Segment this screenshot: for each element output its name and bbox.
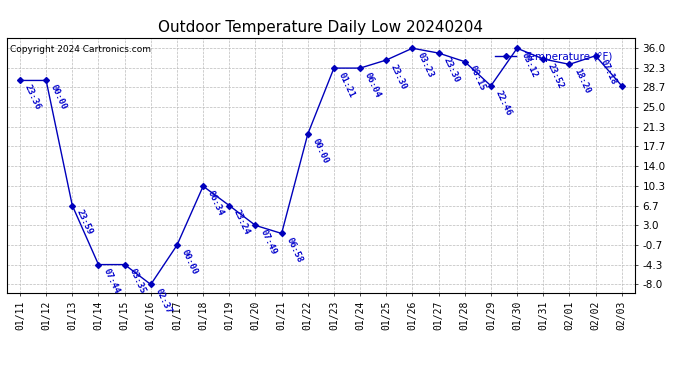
Temperature (°F) xyxy=(461,59,469,64)
Temperature (°F) xyxy=(618,84,626,88)
Text: 23:52: 23:52 xyxy=(546,62,566,90)
Text: 08:15: 08:15 xyxy=(468,64,487,93)
Text: 03:12: 03:12 xyxy=(520,51,540,79)
Temperature (°F) xyxy=(277,231,286,236)
Text: 00:00: 00:00 xyxy=(49,83,68,111)
Text: 23:59: 23:59 xyxy=(75,208,95,237)
Temperature (°F) xyxy=(16,78,24,83)
Temperature (°F) xyxy=(172,243,181,248)
Temperature (°F) xyxy=(382,58,391,62)
Legend: Temperature (°F): Temperature (°F) xyxy=(491,48,617,66)
Temperature (°F) xyxy=(513,46,521,51)
Temperature (°F) xyxy=(225,203,233,208)
Temperature (°F) xyxy=(304,132,312,136)
Temperature (°F) xyxy=(147,282,155,287)
Temperature (°F) xyxy=(251,223,259,228)
Temperature (°F) xyxy=(330,66,338,70)
Temperature (°F) xyxy=(68,203,77,208)
Text: 22:46: 22:46 xyxy=(493,88,513,117)
Text: 03:35: 03:35 xyxy=(128,267,147,296)
Title: Outdoor Temperature Daily Low 20240204: Outdoor Temperature Daily Low 20240204 xyxy=(158,20,484,35)
Text: 01:21: 01:21 xyxy=(337,71,356,99)
Line: Temperature (°F): Temperature (°F) xyxy=(18,46,624,286)
Temperature (°F) xyxy=(486,84,495,88)
Temperature (°F) xyxy=(199,184,207,189)
Text: 07:49: 07:49 xyxy=(258,228,278,256)
Temperature (°F) xyxy=(95,262,103,267)
Temperature (°F) xyxy=(408,46,417,51)
Text: 07:44: 07:44 xyxy=(101,267,121,296)
Text: 03:23: 03:23 xyxy=(415,51,435,79)
Text: 23:30: 23:30 xyxy=(442,56,461,84)
Text: 02:37: 02:37 xyxy=(154,287,173,315)
Temperature (°F) xyxy=(539,57,547,61)
Text: 23:36: 23:36 xyxy=(23,83,42,111)
Text: 06:04: 06:04 xyxy=(363,71,382,99)
Temperature (°F) xyxy=(591,54,600,58)
Text: 06:34: 06:34 xyxy=(206,189,226,217)
Temperature (°F) xyxy=(565,62,573,67)
Text: 23:30: 23:30 xyxy=(389,63,408,91)
Text: Copyright 2024 Cartronics.com: Copyright 2024 Cartronics.com xyxy=(10,45,151,54)
Text: 06:58: 06:58 xyxy=(284,236,304,264)
Temperature (°F) xyxy=(435,51,443,56)
Temperature (°F) xyxy=(42,78,50,83)
Text: 00:00: 00:00 xyxy=(179,248,199,276)
Text: 23:24: 23:24 xyxy=(232,208,252,237)
Temperature (°F) xyxy=(121,262,129,267)
Text: 00:00: 00:00 xyxy=(310,137,330,165)
Temperature (°F) xyxy=(356,66,364,70)
Text: 07:18: 07:18 xyxy=(598,58,618,87)
Text: 18:20: 18:20 xyxy=(572,67,592,95)
